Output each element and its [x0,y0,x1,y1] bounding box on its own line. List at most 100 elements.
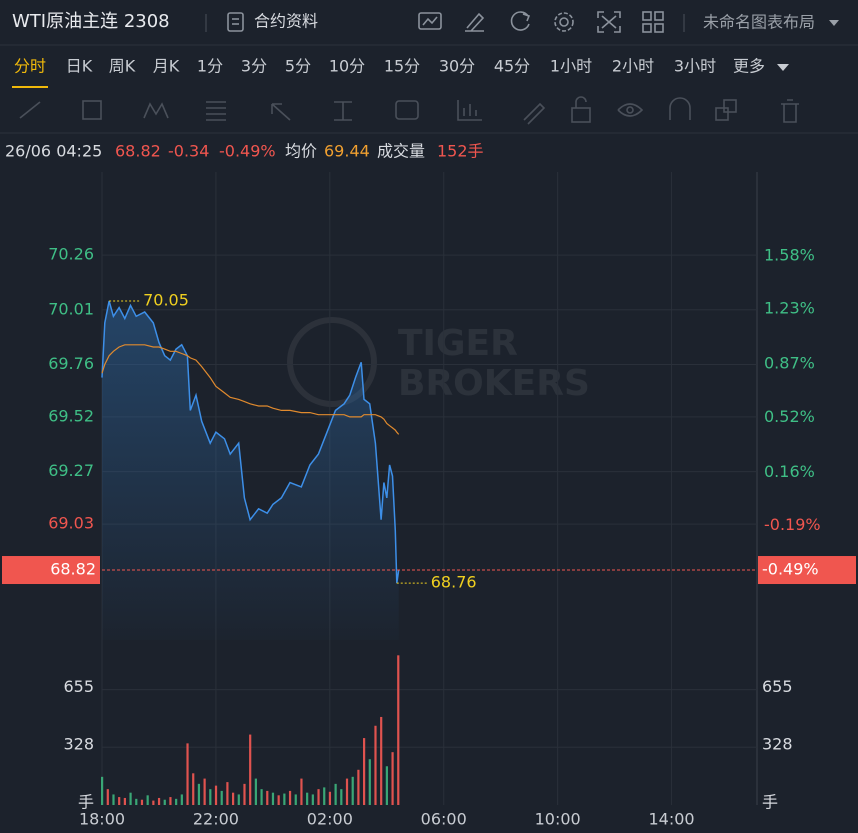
volume-bar [306,792,309,805]
y-tick-label: 328 [63,735,94,754]
last-pct-tag [758,556,856,585]
volume-bar [385,766,388,805]
y2-tick-label: 1.23% [764,299,815,318]
y2-tick-label: 1.58% [764,245,815,264]
timeframe[interactable]: 1分 [197,57,223,76]
volume-bar [106,789,109,805]
y-tick-label: 69.52 [48,406,94,425]
timeframe[interactable]: 45分 [494,57,530,76]
last-price-tag [2,556,100,585]
symbol-title[interactable]: WTI原油主连 2308 [12,11,170,32]
toolbar-icons[interactable] [418,11,664,33]
info-volume-label: 成交量 [377,142,425,161]
timeframe[interactable]: 更多 [733,57,765,76]
volume-bar [157,797,161,805]
volume-bar [277,795,280,805]
volume-bar [123,797,126,805]
watermark-text: BROKERS [398,363,590,404]
timeframe[interactable]: 周K [109,57,136,76]
info-avg-label: 均价 [285,142,317,161]
volume-bar [374,725,377,805]
timeframe[interactable]: 3小时 [674,57,716,76]
timeframe[interactable]: 日K [66,57,93,76]
volume-bar [323,787,326,805]
x-tick-label: 02:00 [307,810,353,829]
volume-bar [232,792,235,805]
layout-arrow[interactable] [829,20,839,26]
layout-name[interactable]: 未命名图表布局 [703,13,815,32]
watermark-text: TIGER [398,323,518,364]
x-tick-label: 22:00 [193,810,239,829]
drawing-tools [19,96,799,125]
volume-bar [214,785,218,805]
volume-bar [197,783,201,805]
volume-bar [203,778,206,805]
timeframe[interactable]: 1小时 [550,57,592,76]
timeframe[interactable]: 5分 [285,57,311,76]
y-tick-label: 328 [762,735,793,754]
extreme-label: 70.05 [143,291,189,310]
contract-info[interactable]: 合约资料 [254,12,318,31]
more-arrow[interactable] [777,64,789,71]
timeframe[interactable]: 15分 [384,57,420,76]
volume-bar [260,789,263,805]
y-tick-label: 70.01 [48,299,94,318]
volume-bar [237,794,240,805]
volume-bar [169,797,172,805]
timeframe[interactable]: 月K [153,57,180,76]
volume-bar [118,797,121,805]
volume-bar [249,734,252,805]
volume-bar [180,794,183,805]
x-tick-label: 06:00 [421,810,467,829]
y-tick-label: 手 [78,793,94,812]
volume-bar [334,783,337,805]
volume-bar [311,794,314,805]
y2-tick-label: 0.16% [764,462,815,481]
x-tick-label: 18:00 [79,810,125,829]
volume-bar [368,759,371,805]
volume-bar [300,778,303,805]
extreme-label: 68.76 [431,573,477,592]
volume-bar [135,798,138,805]
volume-bar [186,743,189,805]
y2-tick-label: 0.87% [764,354,815,373]
volume-bar [175,798,178,805]
y-tick-label: 70.26 [48,245,94,264]
volume-bar [163,799,166,805]
active-underline [12,86,48,88]
timeframe[interactable]: 10分 [329,57,365,76]
volume-bar [146,795,149,805]
timeframe[interactable]: 30分 [439,57,475,76]
volume-bar [254,778,257,805]
volume-bar [363,738,366,805]
x-tick-label: 14:00 [649,810,695,829]
info-avg: 69.44 [324,142,370,161]
timeframe[interactable]: 分时 [14,57,46,76]
doc-icon[interactable] [227,12,244,32]
volume-bar [345,778,349,805]
timeframe-bar: 分时 日K 周K 月K 1分 3分 5分 10分 15分 30分 45分 1小时 2小时 3小时 更多 [12,57,765,88]
volume-bar [140,799,144,805]
volume-bar [112,794,115,805]
timeframe[interactable]: 3分 [241,57,267,76]
volume-bar [226,782,229,805]
info-volume: 152手 [437,142,484,161]
volume-bar [283,793,286,805]
volume-bar [397,655,400,805]
volume-bar [101,776,104,805]
info-change: -0.34 [168,142,209,161]
volume-bar [317,789,320,805]
price-line [101,300,400,584]
volume-bar [271,792,275,805]
timeframe[interactable]: 2小时 [612,57,654,76]
last-price-label: 68.82 [50,560,96,579]
info-change-pct: -0.49% [219,142,276,161]
y-tick-label: 655 [762,677,793,696]
volume-bar [391,752,394,805]
price-area [102,301,399,640]
y2-tick-label: -0.19% [764,515,821,534]
x-tick-label: 10:00 [535,810,581,829]
volume-bar [294,794,297,805]
